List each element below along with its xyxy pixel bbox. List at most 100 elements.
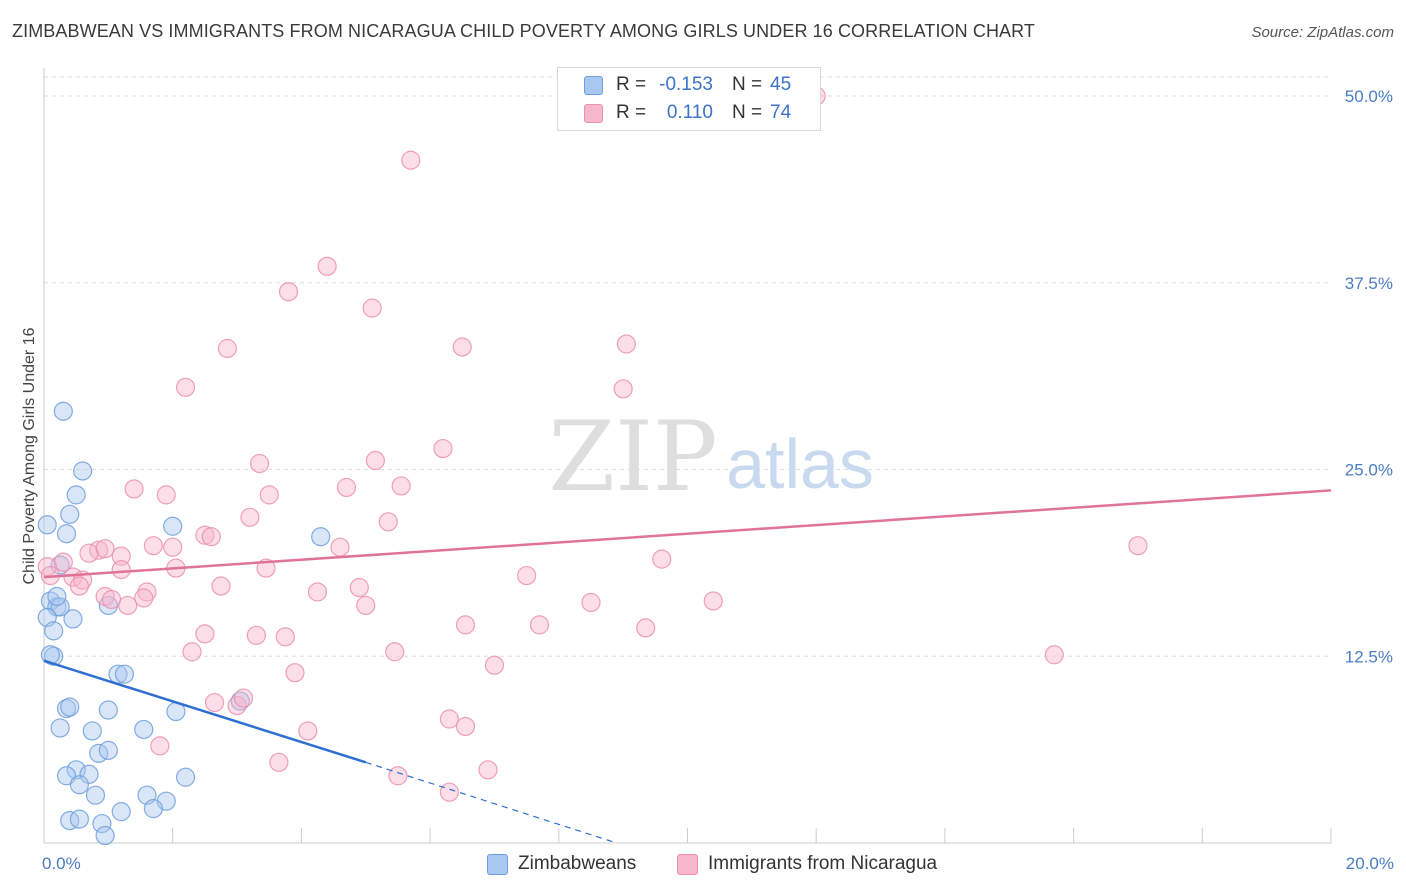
point-nicaragua bbox=[182, 642, 202, 662]
point-zimbabweans bbox=[98, 740, 118, 760]
point-nicaragua bbox=[227, 695, 247, 716]
point-zimbabweans bbox=[50, 718, 70, 738]
point-nicaragua bbox=[349, 577, 369, 598]
point-zimbabweans bbox=[95, 825, 115, 846]
point-nicaragua bbox=[1044, 645, 1064, 665]
legend-swatch-pink bbox=[584, 104, 603, 123]
axes bbox=[43, 68, 1332, 844]
point-zimbabweans bbox=[92, 813, 112, 834]
legend-r-label: R = bbox=[616, 102, 647, 123]
point-zimbabweans bbox=[311, 527, 331, 547]
point-nicaragua bbox=[484, 655, 505, 675]
legend-row-zimbabweans: R = -0.153 N = 45 bbox=[558, 72, 820, 100]
x-tick-label: 20.0% bbox=[1346, 854, 1394, 873]
point-nicaragua bbox=[201, 527, 221, 547]
point-nicaragua bbox=[111, 546, 131, 566]
legend-r-value: 0.110 bbox=[666, 102, 713, 123]
point-nicaragua bbox=[652, 549, 672, 569]
y-tick-label: 50.0% bbox=[1345, 87, 1393, 106]
point-nicaragua bbox=[529, 615, 550, 635]
point-nicaragua bbox=[53, 552, 73, 572]
series-legend-label: Immigrants from Nicaragua bbox=[708, 853, 938, 874]
point-nicaragua bbox=[433, 438, 453, 459]
point-nicaragua bbox=[378, 512, 398, 532]
point-nicaragua bbox=[95, 539, 115, 559]
point-nicaragua bbox=[163, 537, 183, 557]
point-zimbabweans bbox=[56, 524, 77, 544]
point-zimbabweans bbox=[63, 609, 83, 629]
point-zimbabweans bbox=[66, 760, 86, 780]
point-nicaragua bbox=[356, 595, 376, 616]
point-zimbabweans bbox=[163, 516, 183, 536]
point-zimbabweans bbox=[66, 485, 86, 505]
point-zimbabweans bbox=[69, 809, 89, 829]
point-zimbabweans bbox=[60, 504, 80, 524]
point-nicaragua bbox=[101, 589, 122, 610]
point-nicaragua bbox=[330, 537, 350, 557]
point-nicaragua bbox=[317, 256, 337, 276]
point-nicaragua bbox=[439, 709, 460, 729]
point-zimbabweans bbox=[47, 586, 67, 607]
point-nicaragua bbox=[616, 334, 636, 354]
series-legend-swatch-blue bbox=[487, 854, 508, 875]
point-nicaragua bbox=[439, 782, 460, 802]
point-zimbabweans bbox=[44, 621, 64, 641]
point-nicaragua bbox=[175, 377, 196, 397]
point-nicaragua bbox=[249, 453, 270, 474]
point-nicaragua bbox=[246, 625, 266, 645]
legend-r-label: R = bbox=[616, 74, 647, 95]
point-zimbabweans bbox=[79, 764, 99, 784]
point-nicaragua bbox=[285, 663, 305, 683]
legend-n-value: 74 bbox=[770, 102, 792, 123]
legend-n-value: 45 bbox=[770, 74, 792, 95]
trend-line-zimbabweans bbox=[43, 659, 367, 764]
point-nicaragua bbox=[195, 525, 215, 545]
watermark-zip: ZIP bbox=[548, 401, 717, 513]
y-tick-label: 37.5% bbox=[1345, 274, 1393, 293]
point-nicaragua bbox=[613, 379, 633, 399]
point-nicaragua bbox=[269, 752, 289, 772]
point-zimbabweans bbox=[114, 664, 135, 684]
point-zimbabweans bbox=[85, 785, 106, 805]
grid-lines bbox=[44, 76, 1331, 657]
y-axis-label: Child Poverty Among Girls Under 16 bbox=[21, 327, 38, 584]
point-nicaragua bbox=[217, 338, 237, 359]
point-nicaragua bbox=[1128, 536, 1148, 556]
point-nicaragua bbox=[259, 485, 279, 505]
point-nicaragua bbox=[336, 477, 357, 498]
point-nicaragua bbox=[517, 565, 537, 586]
point-zimbabweans bbox=[60, 810, 80, 831]
point-nicaragua bbox=[240, 507, 260, 527]
point-nicaragua bbox=[307, 582, 328, 602]
y-tick-label: 25.0% bbox=[1345, 461, 1393, 480]
point-nicaragua bbox=[204, 692, 225, 713]
source-label: Source: ZipAtlas.com bbox=[1251, 24, 1394, 41]
point-nicaragua bbox=[137, 582, 157, 602]
legend-row-nicaragua: R = 0.110 N = 74 bbox=[558, 100, 820, 128]
data-points bbox=[37, 86, 1148, 846]
watermark: ZIP atlas bbox=[548, 401, 874, 513]
point-nicaragua bbox=[150, 736, 170, 756]
point-nicaragua bbox=[134, 588, 154, 608]
point-nicaragua bbox=[455, 615, 476, 635]
point-nicaragua bbox=[362, 298, 382, 318]
point-nicaragua bbox=[636, 618, 656, 638]
point-zimbabweans bbox=[56, 698, 77, 719]
point-zimbabweans bbox=[143, 799, 163, 819]
point-nicaragua bbox=[275, 627, 295, 647]
watermark-atlas: atlas bbox=[726, 425, 874, 503]
legend-r-value: -0.153 bbox=[659, 74, 713, 95]
point-nicaragua bbox=[79, 543, 99, 563]
legend-n-label: N = bbox=[732, 102, 763, 123]
point-nicaragua bbox=[703, 591, 723, 611]
correlation-legend: R = -0.153 N = 45 R = 0.110 N = 74 bbox=[557, 67, 821, 131]
point-nicaragua bbox=[69, 576, 89, 596]
point-nicaragua bbox=[388, 766, 408, 786]
point-zimbabweans bbox=[82, 721, 102, 741]
point-nicaragua bbox=[385, 642, 405, 662]
x-tick-label: 0.0% bbox=[42, 854, 81, 873]
point-zimbabweans bbox=[175, 767, 196, 787]
legend-swatch-blue bbox=[584, 76, 603, 95]
point-nicaragua bbox=[452, 337, 472, 357]
